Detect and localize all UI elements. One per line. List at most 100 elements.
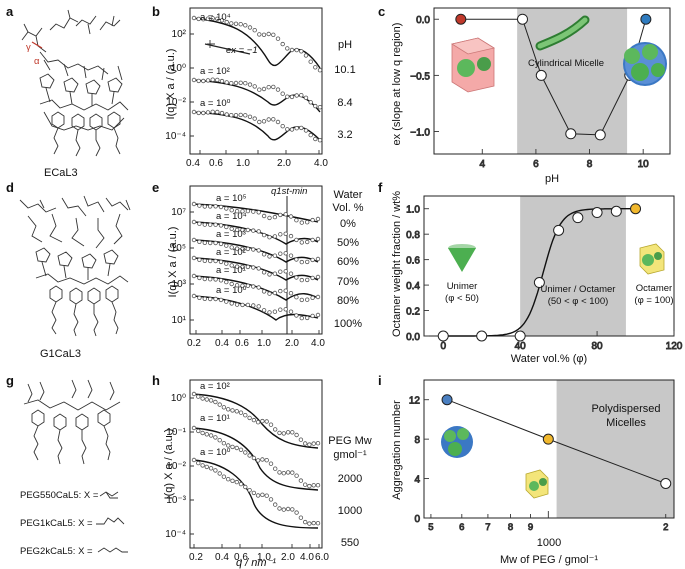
data-marker (310, 275, 315, 281)
e-legend-6: 100% (334, 318, 362, 330)
f-point (437, 330, 449, 342)
data-marker (234, 264, 240, 269)
data-marker (229, 21, 234, 26)
chart-h: 10⁰ 10⁻¹ 10⁻² 10⁻³ 10⁻⁴ 0.2 0.4 0.6 1.0 … (163, 379, 372, 569)
h-curve-3 (191, 459, 319, 529)
data-marker (298, 478, 304, 483)
e-legend-3: 60% (337, 256, 359, 268)
pink-cube-icon (450, 37, 496, 93)
h-scatter-points (191, 391, 321, 526)
h-xtick-4: 1.0 (257, 552, 271, 563)
data-marker (275, 36, 281, 41)
b-legend-1: 10.1 (334, 64, 355, 76)
h-xtick-7: 6.0 (315, 552, 329, 563)
data-marker (218, 241, 224, 247)
data-marker (205, 16, 211, 21)
data-marker (200, 430, 205, 436)
data-marker (245, 246, 251, 252)
data-marker (224, 19, 229, 25)
data-marker (311, 441, 316, 446)
f-octamer-range: (φ = 100) (634, 295, 673, 306)
e-curve-1 (191, 203, 319, 223)
e-legend-1: 0% (340, 218, 356, 230)
data-marker (294, 510, 299, 515)
data-marker (240, 227, 245, 233)
f-ytick: 0.0 (406, 332, 420, 343)
data-marker (299, 277, 304, 283)
data-marker (243, 450, 248, 455)
data-marker (303, 128, 309, 133)
data-marker (283, 269, 288, 274)
data-marker (240, 246, 245, 252)
data-marker (247, 453, 252, 458)
data-marker (207, 222, 213, 227)
chart-e: 10⁷ 10⁵ 10³ 10¹ 0.2 0.4 0.6 1.0 2.0 4.0 … (167, 185, 364, 349)
data-marker (256, 229, 261, 234)
data-marker (207, 258, 213, 264)
data-marker (205, 110, 211, 115)
data-marker (247, 415, 252, 421)
data-marker (285, 506, 291, 512)
h-legend-3: 550 (341, 537, 359, 549)
data-marker (315, 441, 321, 446)
compound-label-d: G1CaL3 (40, 348, 81, 360)
h-legend-unit: gmol⁻¹ (333, 449, 367, 461)
i-xmajor: 1000 (537, 537, 561, 549)
data-marker (288, 253, 294, 258)
data-marker (204, 464, 209, 470)
g-peg-label-1: PEG550CaL5: X = (20, 490, 99, 501)
data-marker (234, 283, 240, 288)
i-xlabel: Mw of PEG / gmol⁻¹ (500, 554, 598, 566)
b-ticks (190, 33, 320, 154)
data-marker (261, 232, 267, 238)
data-marker (252, 84, 257, 89)
h-legend-2: 1000 (338, 505, 362, 517)
data-marker (303, 441, 308, 446)
data-marker (240, 209, 245, 214)
data-marker (261, 270, 267, 275)
h-legend-1: 2000 (338, 473, 362, 485)
c-ytick: −1.0 (410, 128, 430, 139)
data-marker (191, 273, 197, 279)
data-marker (238, 22, 243, 27)
h-ytick-3: 10⁻² (166, 461, 186, 472)
data-marker (285, 46, 290, 51)
data-marker (278, 307, 283, 312)
data-marker (294, 125, 299, 131)
i-ylabel: Aggregation number (391, 400, 403, 500)
data-marker (261, 86, 267, 92)
data-marker (233, 80, 239, 86)
alpha-label: α (34, 56, 40, 67)
data-marker (200, 396, 205, 401)
data-marker (191, 255, 197, 261)
i-xtick: 6 (459, 522, 464, 533)
c-point (594, 129, 606, 141)
f-unimer-range: (φ < 50) (445, 293, 479, 304)
data-marker (251, 284, 256, 289)
data-marker (268, 461, 274, 466)
data-marker (294, 275, 299, 280)
data-marker (315, 216, 321, 222)
h-xtick-1: 0.2 (189, 552, 203, 563)
data-marker (229, 207, 234, 213)
data-marker (281, 507, 286, 512)
i-xtick: 7 (485, 522, 490, 533)
data-marker (280, 91, 285, 96)
data-marker (213, 277, 218, 282)
data-marker (229, 281, 234, 287)
c-point (535, 69, 547, 81)
b-xtick-5: 4.0 (314, 158, 328, 169)
data-marker (285, 94, 290, 99)
data-marker (317, 137, 323, 143)
data-marker (256, 285, 261, 290)
data-marker (277, 470, 282, 475)
c-ytick: −0.5 (410, 71, 430, 82)
data-marker (243, 113, 248, 118)
data-marker (288, 309, 294, 314)
data-marker (307, 521, 312, 526)
h-ytick-5: 10⁻⁴ (165, 529, 186, 540)
b-slope-line (204, 43, 251, 55)
data-marker (191, 425, 197, 431)
i-ytick: 12 (409, 396, 421, 407)
octamer-cube-icon-i (525, 469, 549, 499)
